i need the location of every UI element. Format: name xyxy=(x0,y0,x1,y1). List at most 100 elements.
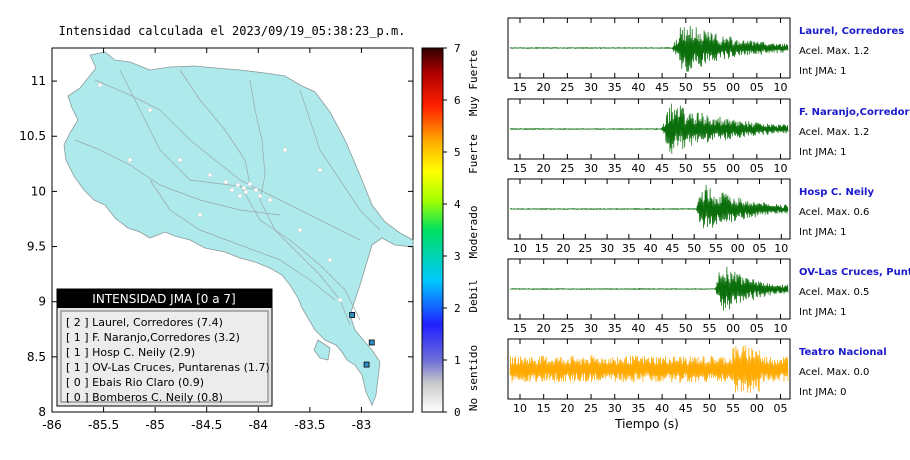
map-ytick-label: 8.5 xyxy=(27,350,46,364)
waveform-tick-label: 55 xyxy=(702,81,716,94)
waveform-tick-label: 30 xyxy=(600,242,614,255)
legend-item: [ 1 ] Hosp C. Neily (2.9) xyxy=(66,346,195,359)
colorbar-label-moderado: Moderado xyxy=(467,206,480,259)
colorbar-tick-label: 4 xyxy=(454,198,461,211)
waveform-tick-label: 05 xyxy=(750,162,764,175)
waveform-tick-label: 25 xyxy=(578,242,592,255)
colorbar-tick-label: 3 xyxy=(454,250,461,263)
colorbar-tick-label: 7 xyxy=(454,42,461,55)
station-accel: Acel. Max. 0.5 xyxy=(799,287,869,298)
waveform-tick-label: 30 xyxy=(584,162,598,175)
map-xtick-label: -84.5 xyxy=(191,418,222,432)
colorbar-tick-label: 6 xyxy=(454,94,461,107)
station-marker xyxy=(368,339,375,346)
colorbar-label-fuerte: Fuerte xyxy=(467,134,480,174)
waveform-tick-label: 35 xyxy=(608,162,622,175)
station-name: Laurel, Corredores xyxy=(799,26,904,37)
waveform-tick-label: 35 xyxy=(608,322,622,335)
waveform-tick-label: 15 xyxy=(537,402,551,415)
map-stations xyxy=(349,312,375,368)
map-ytick-label: 10 xyxy=(31,184,46,198)
waveform-tick-label: 40 xyxy=(631,81,645,94)
station-accel: Acel. Max. 0.6 xyxy=(799,207,869,218)
legend-item: [ 0 ] Bomberos C. Neily (0.8) xyxy=(66,391,223,404)
waveform-tick-label: 10 xyxy=(774,162,788,175)
colorbar-tick-label: 2 xyxy=(454,302,461,315)
map-ytick-label: 10.5 xyxy=(19,129,46,143)
waveform-tick-label: 35 xyxy=(622,242,636,255)
station-name: Teatro Nacional xyxy=(799,347,887,358)
map-xtick-label: -85 xyxy=(145,418,165,432)
waveform-tick-label: 15 xyxy=(513,322,527,335)
waveform-tick-label: 45 xyxy=(679,402,693,415)
intensity-legend: INTENSIDAD JMA [0 a 7] [ 2 ] Laurel, Cor… xyxy=(56,288,273,407)
waveform-tick-label: 50 xyxy=(679,322,693,335)
sensor-dots xyxy=(97,82,343,303)
station-accel: Acel. Max. 0.0 xyxy=(799,367,869,378)
waveform-tick-label: 35 xyxy=(608,81,622,94)
map-xtick-label: -86 xyxy=(42,418,62,432)
colorbar-label-no-sentido: No sentido xyxy=(467,345,480,411)
waveform-tick-label: 30 xyxy=(584,81,598,94)
waveform-tick-label: 05 xyxy=(750,81,764,94)
legend-items: [ 2 ] Laurel, Corredores (7.4) [ 1 ] F. N… xyxy=(66,316,270,404)
station-jma: Int JMA: 1 xyxy=(799,307,847,318)
waveform-trace xyxy=(509,25,789,72)
waveform-tick-label: 40 xyxy=(631,322,645,335)
map-ytick-label: 9 xyxy=(38,295,46,309)
colorbar-tick-label: 0 xyxy=(454,406,461,419)
waveform-panel: 15 20 25 30 35 40 45 50 55 00 05 10 Laurel, Corredor… xyxy=(507,17,904,94)
waveform-tick-label: 40 xyxy=(644,242,658,255)
legend-item: [ 2 ] Laurel, Corredores (7.4) xyxy=(66,316,223,329)
station-name: OV-Las Cruces, Puntar xyxy=(799,267,910,278)
map-xtick-label: -85.5 xyxy=(88,418,119,432)
road-network xyxy=(74,69,381,326)
legend-item: [ 1 ] OV-Las Cruces, Puntarenas (1.7) xyxy=(66,361,270,374)
waveform-tick-label: 20 xyxy=(537,81,551,94)
legend-header xyxy=(57,289,272,308)
waveform-panels: 15 20 25 30 35 40 45 50 55 00 05 10 Laurel, Corredor… xyxy=(507,17,910,415)
waveform-trace xyxy=(509,103,789,154)
colorbar-tick-label: 5 xyxy=(454,146,461,159)
waveform-trace xyxy=(509,184,789,229)
waveform-tick-label: 50 xyxy=(679,81,693,94)
waveform-tick-label: 15 xyxy=(535,242,549,255)
waveform-tick-label: 00 xyxy=(726,81,740,94)
waveform-tick-label: 00 xyxy=(731,242,745,255)
colorbar-ticks: 7 6 5 4 3 2 1 0 xyxy=(443,42,461,419)
waveform-panel: 10 15 20 25 30 35 40 45 50 55 00 05 10 Hosp C. Neily A… xyxy=(507,178,874,255)
map-axes: -86 -85.5 -85 -84.5 -84 -83.5 -83 11 10.5 10 9.5 9 8… xyxy=(19,48,413,432)
time-axis-label: Tiempo (s) xyxy=(614,417,679,431)
waveform-tick-label: 45 xyxy=(655,322,669,335)
waveform-tick-label: 10 xyxy=(774,81,788,94)
colorbar-scale xyxy=(421,47,444,413)
legend-item: [ 0 ] Ebais Rio Claro (0.9) xyxy=(66,376,204,389)
waveform-panel: 10 15 20 25 30 35 40 45 50 55 00 05 Teatro Nacional A… xyxy=(507,338,887,415)
station-accel: Acel. Max. 1.2 xyxy=(799,127,869,138)
legend-items-frame xyxy=(60,310,269,403)
waveform-tick-label: 45 xyxy=(655,162,669,175)
map-title: Intensidad calculada el 2023/09/19_05:38… xyxy=(59,24,406,38)
waveform-tick-label: 55 xyxy=(702,322,716,335)
map-ytick-label: 8 xyxy=(38,405,46,419)
map-ytick-label: 9.5 xyxy=(27,240,46,254)
waveform-tick-label: 40 xyxy=(655,402,669,415)
waveform-tick-label: 55 xyxy=(726,402,740,415)
costa-rica-landmass xyxy=(63,51,414,407)
map-xtick-label: -83 xyxy=(352,418,372,432)
waveform-tick-label: 50 xyxy=(687,242,701,255)
map-xtick-label: -83.5 xyxy=(294,418,325,432)
waveform-tick-label: 10 xyxy=(774,242,788,255)
waveform-tick-label: 30 xyxy=(584,322,598,335)
colorbar-label-muy-fuerte: Muy Fuerte xyxy=(467,50,480,116)
waveform-tick-label: 20 xyxy=(537,322,551,335)
waveform-tick-label: 15 xyxy=(513,162,527,175)
station-jma: Int JMA: 1 xyxy=(799,227,847,238)
station-jma: Int JMA: 1 xyxy=(799,147,847,158)
peninsula-detail xyxy=(313,339,331,361)
waveform-tick-label: 10 xyxy=(513,242,527,255)
waveform-tick-label: 20 xyxy=(560,402,574,415)
waveform-tick-label: 55 xyxy=(702,162,716,175)
waveform-tick-label: 10 xyxy=(513,402,527,415)
waveform-tick-label: 35 xyxy=(631,402,645,415)
